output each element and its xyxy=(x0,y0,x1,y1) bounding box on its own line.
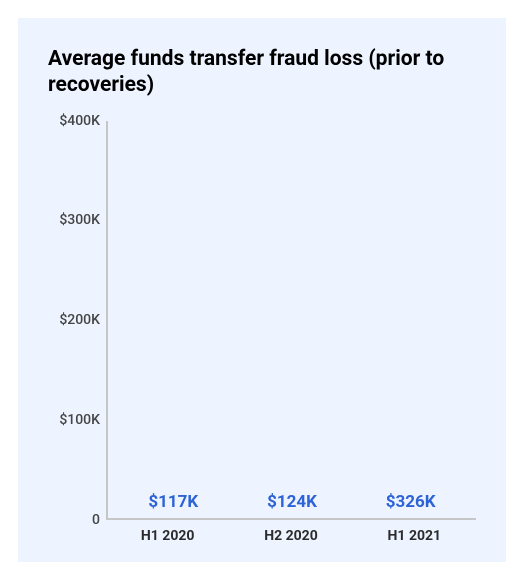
chart-card: Average funds transfer fraud loss (prior… xyxy=(18,18,506,562)
y-axis: $400K $300K $200K $100K 0 xyxy=(48,121,106,521)
bar-group: $117K xyxy=(114,492,233,518)
x-tick: H2 2020 xyxy=(229,528,352,544)
chart-area: $400K $300K $200K $100K 0 $117K $124K xyxy=(48,121,476,545)
chart-title: Average funds transfer fraud loss (prior… xyxy=(48,46,476,99)
bar-value-label: $326K xyxy=(386,492,436,512)
bar-value-label: $124K xyxy=(267,492,317,512)
plot-row: $400K $300K $200K $100K 0 $117K $124K xyxy=(48,121,476,521)
x-tick: H1 2021 xyxy=(353,528,476,544)
bar-group: $326K xyxy=(351,492,470,518)
y-tick: $300K xyxy=(59,212,100,228)
x-axis: H1 2020 H2 2020 H1 2021 xyxy=(48,528,476,544)
bar-value-label: $117K xyxy=(148,492,198,512)
y-tick: $200K xyxy=(59,312,100,328)
y-tick: $400K xyxy=(59,113,100,129)
chart-container: Average funds transfer fraud loss (prior… xyxy=(0,0,524,580)
plot-area: $117K $124K $326K xyxy=(106,121,476,521)
bar-group: $124K xyxy=(233,492,352,518)
x-tick: H1 2020 xyxy=(106,528,229,544)
y-tick: 0 xyxy=(92,512,100,528)
y-tick: $100K xyxy=(59,412,100,428)
